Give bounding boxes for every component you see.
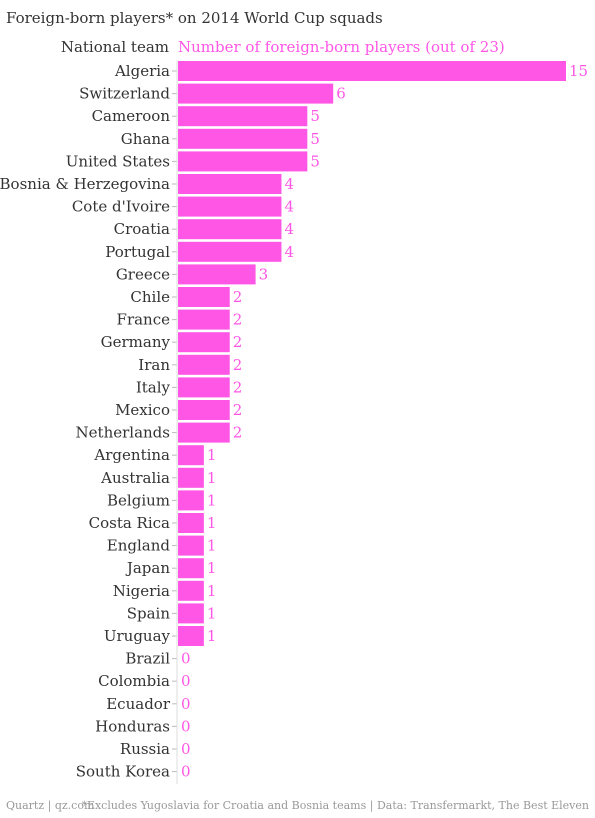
bar [178, 377, 230, 398]
value-label: 1 [207, 469, 217, 487]
value-label: 2 [233, 356, 243, 374]
bar [178, 558, 204, 579]
bar [178, 490, 204, 511]
value-label: 5 [310, 130, 320, 148]
value-label: 1 [207, 491, 217, 509]
category-label: Cote d'Ivoire [72, 198, 170, 216]
value-label: 3 [259, 265, 269, 283]
value-label: 1 [207, 604, 217, 622]
category-label: Bosnia & Herzegovina [0, 175, 170, 193]
category-label: Greece [116, 265, 170, 283]
category-label: Chile [130, 288, 170, 306]
value-label: 4 [284, 175, 294, 193]
bar [178, 264, 256, 285]
value-label: 1 [207, 446, 217, 464]
bar [178, 603, 204, 624]
category-label: Japan [125, 559, 171, 577]
bar [178, 400, 230, 420]
category-label: Cameroon [92, 107, 171, 125]
value-label: 1 [207, 582, 217, 600]
category-label: Croatia [114, 220, 170, 238]
category-label: Australia [100, 469, 170, 487]
category-label: Nigeria [113, 582, 170, 600]
chart-title: Foreign-born players* on 2014 World Cup … [6, 9, 383, 27]
category-label: Costa Rica [89, 514, 170, 532]
category-label: Germany [101, 333, 171, 351]
bar [178, 196, 282, 217]
value-label: 2 [233, 311, 243, 329]
bar [178, 445, 204, 466]
category-label: Iran [138, 356, 170, 374]
category-label: Portugal [105, 243, 170, 261]
value-label: 4 [284, 198, 294, 216]
category-label: Ghana [121, 130, 170, 148]
category-label: South Korea [76, 763, 170, 781]
category-label: England [107, 537, 171, 555]
value-label: 4 [284, 243, 294, 261]
category-label: Russia [120, 740, 170, 758]
value-label: 2 [233, 288, 243, 306]
category-label: Ecuador [106, 695, 171, 713]
bar [178, 174, 282, 194]
value-label: 1 [207, 537, 217, 555]
bar [178, 61, 566, 81]
category-label: United States [66, 152, 170, 170]
category-label: Argentina [93, 446, 170, 464]
category-label: Netherlands [76, 424, 170, 442]
bar [178, 332, 230, 353]
value-label: 5 [310, 107, 320, 125]
category-label: France [117, 311, 171, 329]
bar [178, 128, 308, 149]
category-label: Brazil [125, 650, 170, 668]
bar [178, 241, 282, 262]
category-label: Belgium [107, 491, 170, 509]
bar [178, 83, 334, 104]
value-label: 0 [181, 740, 191, 758]
category-label: Italy [136, 378, 171, 396]
category-label: Mexico [115, 401, 170, 419]
bar [178, 219, 282, 240]
bar [178, 151, 308, 172]
bar [178, 580, 204, 601]
value-label: 1 [207, 514, 217, 532]
value-label: 2 [233, 424, 243, 442]
bar [178, 513, 204, 533]
value-label: 2 [233, 333, 243, 351]
value-label: 1 [207, 559, 217, 577]
value-label: 0 [181, 672, 191, 690]
value-label: 2 [233, 378, 243, 396]
bar [178, 467, 204, 488]
bar [178, 535, 204, 556]
category-label: Spain [127, 604, 171, 622]
value-column-header: Number of foreign-born players (out of 2… [178, 38, 505, 56]
bar [178, 106, 308, 127]
value-label: 15 [569, 62, 588, 80]
value-label: 1 [207, 627, 217, 645]
value-label: 0 [181, 650, 191, 668]
value-label: 5 [310, 152, 320, 170]
bar [178, 422, 230, 443]
value-label: 4 [284, 220, 294, 238]
source-credit: Quartz | qz.com [6, 799, 95, 812]
category-label: Honduras [95, 717, 170, 735]
bar [178, 354, 230, 375]
value-label: 0 [181, 717, 191, 735]
bar [178, 626, 204, 646]
value-label: 2 [233, 401, 243, 419]
bar [178, 309, 230, 330]
value-label: 0 [181, 695, 191, 713]
category-label: Algeria [114, 62, 170, 80]
bar [178, 287, 230, 307]
category-column-header: National team [60, 38, 169, 56]
value-label: 6 [336, 85, 346, 103]
category-label: Uruguay [104, 627, 171, 645]
value-label: 0 [181, 763, 191, 781]
category-label: Colombia [98, 672, 170, 690]
category-label: Switzerland [79, 85, 170, 103]
footnote: *Excludes Yugoslavia for Croatia and Bos… [81, 799, 589, 812]
